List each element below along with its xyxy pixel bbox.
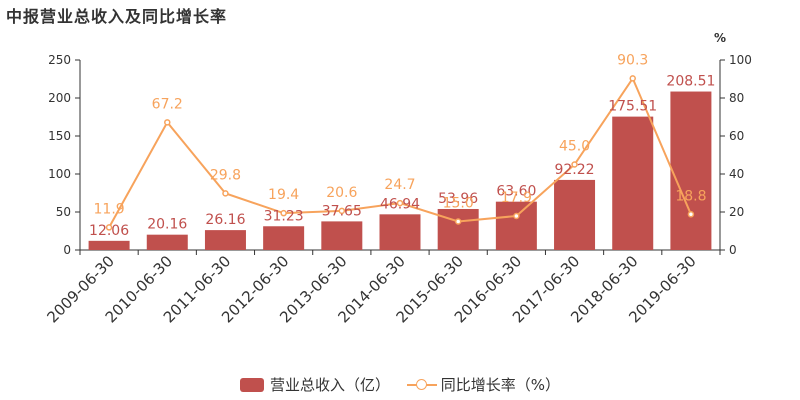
growth-rate-label: 29.8: [210, 167, 241, 183]
growth-rate-point: [396, 199, 404, 207]
growth-rate-label: 67.2: [152, 96, 183, 112]
y-tick-label: 50: [56, 205, 71, 219]
revenue-bar-label: 53.96: [438, 191, 478, 207]
y2-tick-label: 60: [729, 129, 744, 143]
growth-rate-point: [222, 190, 229, 197]
revenue-bar: [204, 230, 246, 250]
revenue-bar-label: 208.51: [666, 74, 715, 90]
y2-tick-label: 20: [729, 205, 744, 219]
revenue-bar: [146, 234, 188, 250]
revenue-bar: [88, 240, 130, 250]
y-tick-label: 200: [48, 91, 71, 105]
growth-rate-point: [571, 161, 578, 168]
growth-rate-point: [454, 218, 462, 225]
y2-tick-label: 0: [729, 243, 737, 257]
legend-item-growth[interactable]: 同比增长率（%）: [406, 374, 561, 395]
y-tick-label: 150: [48, 129, 71, 143]
growth-rate-label: 17.9: [501, 190, 532, 206]
growth-rate-label: 15.0: [443, 196, 474, 212]
y2-tick-label: 100: [729, 53, 752, 67]
revenue-bar-label: 26.16: [205, 212, 245, 228]
legend-bar-swatch: [239, 377, 264, 392]
growth-rate-point: [629, 75, 636, 82]
revenue-bar-label: 31.23: [264, 208, 304, 224]
revenue-bar-label: 20.16: [147, 217, 187, 233]
y-tick-label: 100: [48, 167, 71, 181]
growth-rate-point: [513, 212, 520, 220]
growth-rate-label: 24.7: [384, 177, 415, 193]
growth-rate-point: [338, 207, 346, 215]
revenue-bar-label: 175.51: [608, 99, 657, 115]
chart-title: 中报营业总收入及同比增长率: [6, 7, 228, 26]
legend: 营业总收入（亿） 同比增长率（%）: [0, 374, 800, 396]
revenue-bar: [437, 208, 479, 250]
y2-tick-label: 80: [729, 91, 744, 105]
revenue-bar: [379, 214, 421, 250]
growth-rate-label: 19.4: [268, 187, 299, 203]
legend-bar-label: 营业总收入（亿）: [269, 376, 390, 394]
growth-rate-label: 18.8: [675, 188, 706, 204]
revenue-bar: [670, 91, 712, 250]
revenue-bar-label: 63.60: [496, 184, 536, 200]
growth-rate-point: [687, 211, 695, 218]
right-axis-unit: %: [714, 31, 726, 45]
revenue-bar-label: 37.65: [322, 203, 362, 219]
revenue-bar: [321, 221, 363, 250]
legend-line-swatch: [406, 378, 437, 392]
growth-rate-label: 90.3: [617, 52, 648, 68]
revenue-bar-label: 92.22: [554, 162, 594, 178]
legend-item-revenue[interactable]: 营业总收入（亿）: [239, 374, 390, 395]
growth-rate-point: [105, 224, 113, 231]
y2-tick-label: 40: [729, 167, 744, 181]
revenue-bar: [612, 116, 654, 250]
revenue-bar: [263, 226, 305, 250]
revenue-bar: [554, 179, 596, 250]
growth-rate-label: 11.9: [94, 201, 125, 217]
growth-rate-point: [164, 119, 171, 126]
y-tick-label: 250: [48, 53, 71, 67]
revenue-bar-label: 12.06: [89, 223, 129, 239]
legend-line-label: 同比增长率（%）: [440, 376, 561, 394]
growth-rate-point: [280, 209, 287, 217]
y-tick-label: 0: [63, 243, 71, 257]
growth-rate-label: 45.0: [559, 139, 590, 155]
revenue-bar: [495, 201, 537, 250]
growth-rate-label: 20.6: [326, 185, 357, 201]
revenue-bar-label: 46.94: [380, 196, 420, 212]
